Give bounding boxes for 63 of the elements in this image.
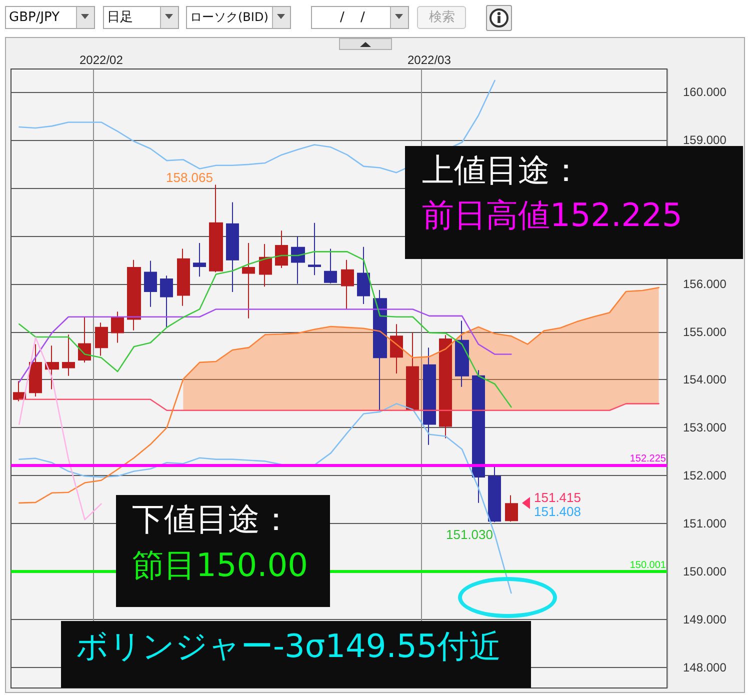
candlestick [275, 230, 288, 268]
annotation: 下値目途： [132, 500, 292, 538]
candlestick [324, 248, 337, 284]
candlestick [95, 322, 108, 356]
candlestick [423, 347, 436, 446]
y-tick-label: 151.000 [683, 516, 727, 531]
candlestick [127, 259, 141, 331]
y-tick-label: 159.000 [683, 132, 727, 147]
y-tick-label: 155.000 [683, 324, 727, 339]
candlestick [78, 316, 91, 363]
candlestick [455, 320, 469, 388]
annotation: 上値目途： [422, 151, 582, 189]
candlestick [439, 334, 452, 439]
ref-line-label: 150.001 [630, 560, 666, 571]
dropdown: 日足 [103, 6, 179, 29]
candlestick [341, 259, 354, 310]
candlestick [29, 344, 42, 397]
line-series [18, 251, 512, 408]
y-tick-label: 153.000 [683, 420, 727, 435]
y-tick-label: 149.000 [683, 612, 727, 626]
annotation: ボリンジャー-3σ149.55付近 [76, 627, 502, 665]
dropdown: ローソク(BID) [186, 6, 291, 29]
candlestick [193, 242, 206, 278]
candlestick [160, 275, 173, 328]
candlestick [62, 334, 75, 376]
candlestick [357, 246, 370, 304]
y-tick-label: 152.000 [683, 468, 727, 483]
annotation: 151.408 [534, 504, 581, 519]
candlestick [259, 244, 272, 288]
y-tick-label: 154.000 [683, 372, 727, 387]
line-series [18, 336, 102, 520]
candlestick [177, 248, 190, 306]
candlestick [242, 242, 255, 319]
candlestick [144, 260, 157, 308]
dropdown: / / [311, 6, 409, 29]
annotation: 前日高値152.225 [422, 196, 682, 234]
candlestick [111, 311, 124, 344]
button: 検索 [417, 6, 466, 29]
candlestick [45, 345, 59, 390]
annotation: 158.065 [166, 170, 213, 185]
x-tick-label: 2022/03 [408, 53, 452, 67]
y-tick-label: 150.000 [683, 564, 727, 578]
annotation: 151.030 [446, 527, 493, 542]
candlestick [291, 236, 305, 284]
candlestick [472, 370, 485, 504]
candlestick [390, 324, 403, 374]
ref-line-label: 152.225 [630, 454, 666, 465]
annotation: 151.415 [534, 490, 581, 505]
candlestick [488, 464, 501, 523]
candlestick [505, 494, 518, 522]
line-series [18, 403, 512, 594]
candlestick [373, 290, 387, 412]
y-tick-label: 156.000 [683, 276, 727, 291]
x-tick-label: 2022/02 [80, 53, 124, 67]
line-series [18, 308, 512, 383]
candlestick [308, 222, 321, 276]
candlestick [406, 332, 419, 412]
candlestick [209, 184, 223, 273]
y-tick-label: 148.000 [683, 660, 727, 674]
dropdown: GBP/JPY [5, 6, 95, 29]
y-tick-label: 160.000 [683, 85, 727, 100]
candlestick [226, 202, 239, 292]
annotation: 節目150.00 [132, 546, 308, 584]
